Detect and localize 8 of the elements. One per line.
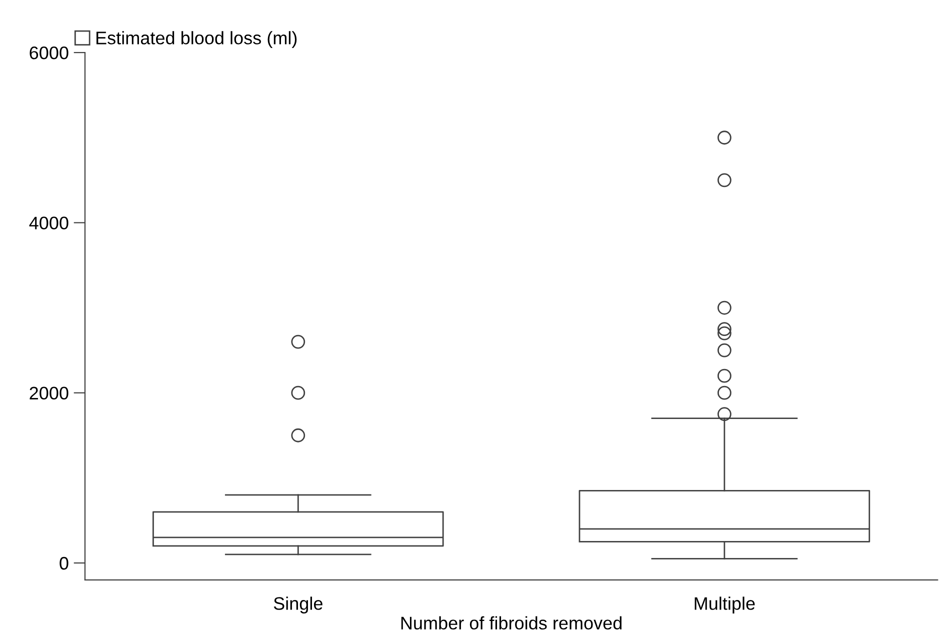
x-tick-label: Single [274, 596, 322, 614]
y-tick-label: 2000 [30, 386, 68, 400]
y-tick-label: 4000 [29, 216, 68, 230]
y-tick-label: 0 [60, 556, 68, 570]
x-axis-title: Number of fibroids removed [401, 616, 622, 630]
legend-label: Estimated blood loss (ml) [96, 31, 297, 48]
y-tick-label: 6000 [30, 46, 68, 60]
x-tick-label: Multiple [694, 596, 755, 614]
